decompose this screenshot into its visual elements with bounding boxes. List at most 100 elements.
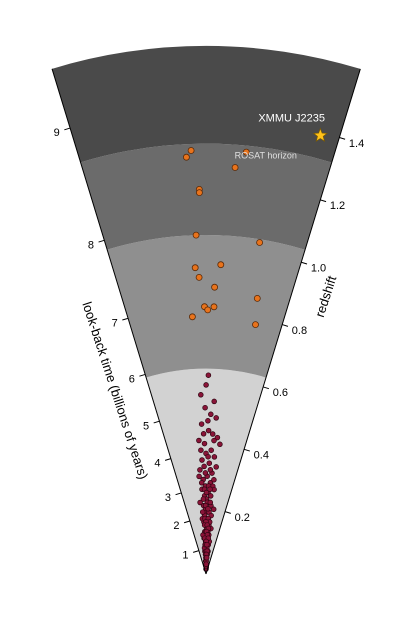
nearby-point: [203, 489, 210, 496]
nearby-point: [207, 493, 214, 499]
nearby-point: [206, 460, 213, 466]
distant-point: [195, 273, 203, 281]
nearby-point: [198, 480, 205, 486]
lookback-tick-label: 8: [88, 239, 94, 251]
xmmu-label: XMMU J2235: [258, 113, 325, 125]
nearby-point: [210, 506, 217, 513]
redshift-tick: [301, 261, 308, 265]
nearby-point: [211, 454, 218, 460]
distant-point: [211, 283, 219, 291]
nearby-point: [205, 427, 212, 434]
highlight-marker: [312, 127, 328, 143]
lookback-tick-label: 4: [154, 458, 160, 470]
distant-point: [242, 148, 250, 156]
nearby-point: [202, 470, 209, 476]
distant-point: [191, 264, 199, 272]
nearby-point: [201, 440, 208, 447]
nearby-point: [207, 486, 213, 493]
nearby-point: [203, 554, 210, 561]
lookback-axis: 1 2 3 4 5 6 7 8 9: [51, 68, 207, 575]
band-2: [80, 143, 332, 250]
lookback-axis-line: [51, 68, 207, 575]
redshift-tick-label: 1.0: [311, 262, 326, 274]
lookback-tick-label: 7: [112, 317, 118, 329]
redshift-tick-label: 1.2: [330, 200, 345, 212]
nearby-point: [199, 457, 205, 463]
distant-point: [253, 294, 261, 302]
lookback-tick: [192, 550, 200, 553]
distant-point: [252, 321, 259, 329]
redshift-tick: [282, 324, 289, 327]
nearby-point: [203, 561, 209, 567]
distant-point: [204, 306, 212, 314]
nearby-cluster-points: [196, 372, 223, 572]
distant-point: [210, 303, 218, 311]
lookback-tick-label: 2: [173, 520, 179, 532]
nearby-point: [211, 398, 217, 405]
nearby-point: [198, 421, 205, 427]
nearby-point: [197, 467, 203, 473]
nearby-point: [196, 473, 202, 480]
lookback-tick-label: 3: [165, 492, 171, 504]
nearby-point: [205, 453, 211, 460]
lookback-tick: [64, 127, 71, 131]
star-icon: [312, 127, 328, 143]
lookback-tick-label: 5: [143, 420, 149, 432]
redshift-tick: [224, 511, 231, 514]
nearby-point: [208, 411, 214, 418]
redshift-tick: [243, 448, 250, 452]
lookback-tick: [175, 492, 182, 496]
redshift-tick-label: 0.4: [254, 450, 269, 462]
nearby-point: [211, 437, 217, 444]
redshift-tick: [263, 386, 270, 390]
band-3: [52, 45, 361, 163]
nearby-point: [197, 499, 203, 506]
nearby-point: [207, 499, 214, 506]
distant-point: [195, 189, 203, 197]
lookback-tick: [122, 317, 129, 321]
redshift-axis: 0.2 0.4 0.6 0.8 1.0 1.2 1.4: [205, 68, 364, 575]
redshift-tick: [320, 199, 327, 203]
nearby-point: [205, 418, 211, 424]
nearby-point: [198, 447, 204, 453]
nearby-point: [199, 509, 206, 515]
nearby-point: [209, 431, 216, 437]
distant-point: [182, 153, 190, 161]
redshift-axis-line: [205, 68, 361, 575]
distant-point: [256, 239, 264, 246]
lookback-tick-label: 1: [182, 550, 188, 562]
distant-point: [231, 164, 239, 171]
lookback-tick: [164, 458, 171, 461]
nearby-point: [211, 477, 217, 483]
nearby-point: [213, 464, 219, 470]
lookback-tick-label: 9: [54, 127, 60, 139]
nearby-point: [202, 404, 208, 411]
nearby-point: [207, 467, 214, 473]
nearby-point: [214, 434, 221, 441]
nearby-point: [205, 506, 211, 512]
nearby-point: [205, 372, 212, 378]
nearby-point: [204, 541, 210, 548]
distant-point: [188, 313, 196, 321]
redshift-tick-label: 0.2: [235, 512, 250, 524]
lookback-tick: [98, 239, 105, 243]
distant-cluster-points: [182, 147, 264, 329]
nearby-point: [198, 392, 204, 398]
lookback-tick: [139, 373, 146, 377]
distant-point: [192, 231, 200, 239]
nearby-point: [201, 463, 207, 470]
nearby-point: [200, 496, 207, 502]
redshift-axis-label: redshift: [312, 274, 340, 320]
nearby-point: [208, 447, 214, 453]
redshift-tick-label: 1.4: [349, 138, 364, 150]
nearby-point: [217, 441, 223, 448]
lookback-tick-label: 6: [129, 374, 135, 386]
distant-point: [217, 261, 225, 269]
rosat-horizon-label: ROSAT horizon: [235, 150, 297, 160]
nearby-point: [200, 431, 207, 437]
nearby-point: [203, 382, 209, 388]
redshift-tick: [339, 137, 346, 140]
redshift-tick-label: 0.6: [273, 387, 288, 399]
distant-point: [187, 147, 195, 154]
